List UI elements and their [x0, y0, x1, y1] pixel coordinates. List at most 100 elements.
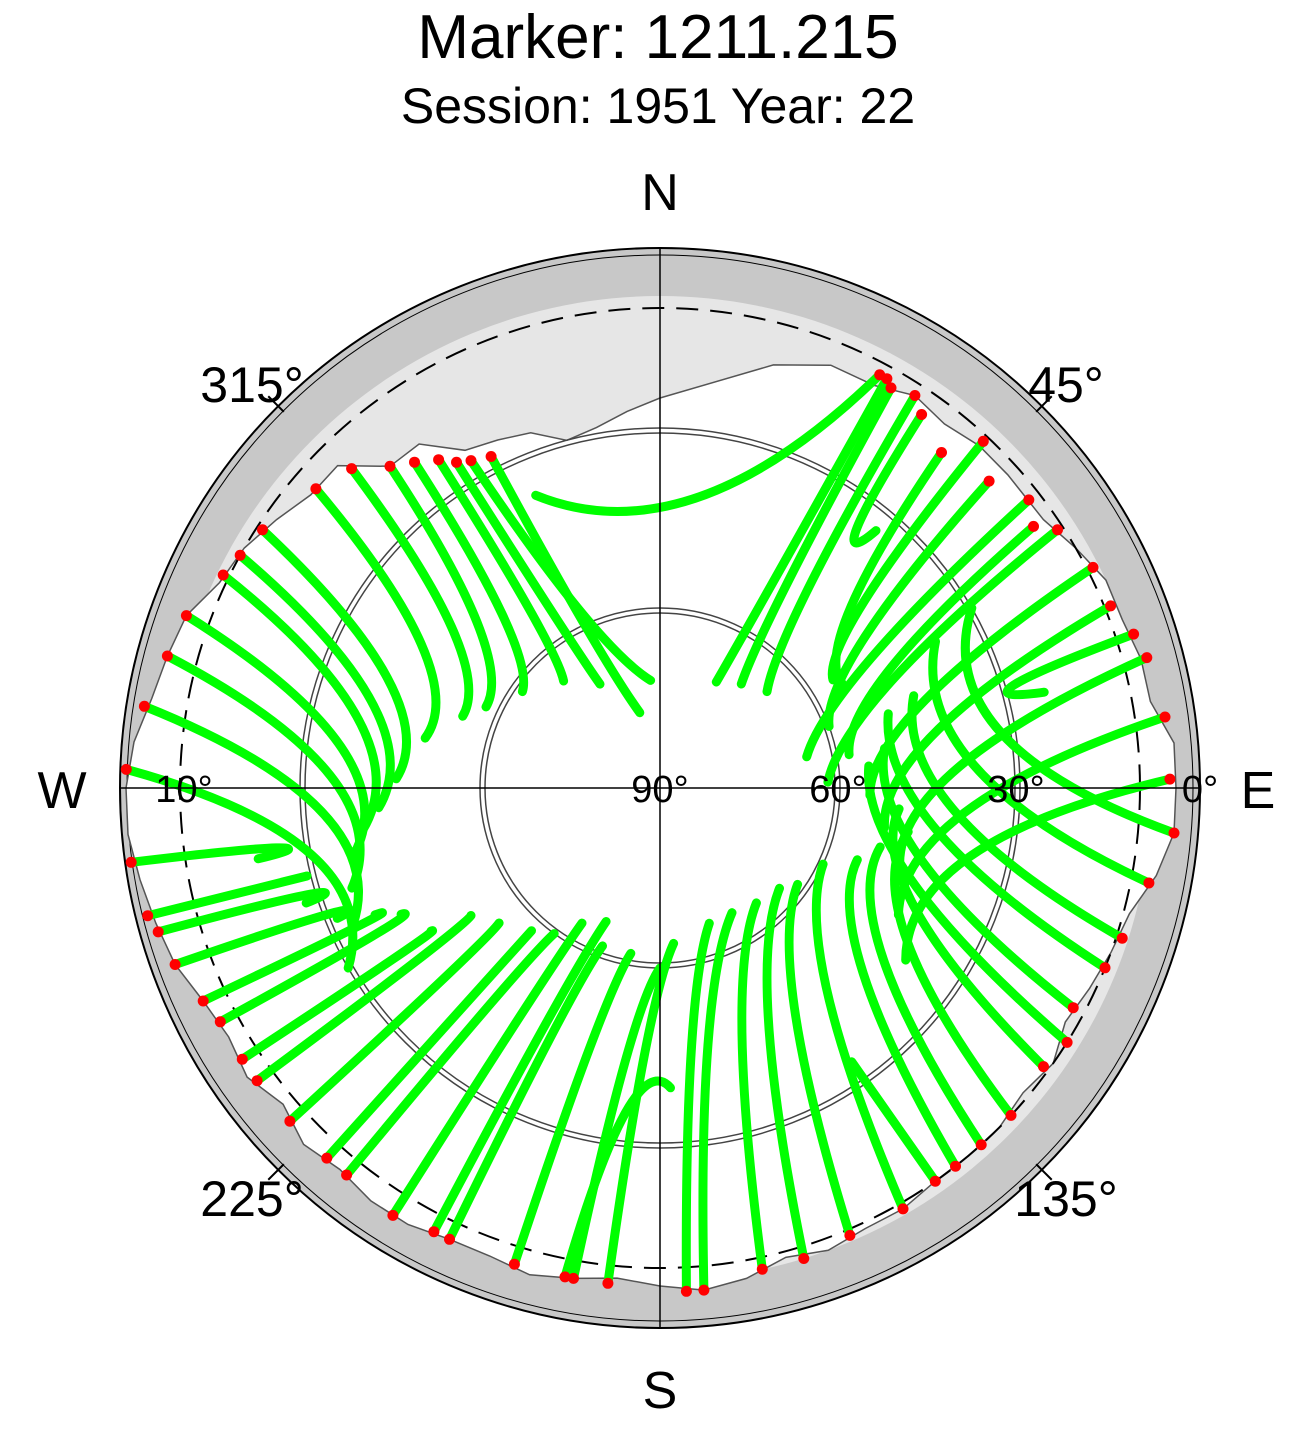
north-track-end-3 — [909, 390, 921, 401]
north-track-8 — [802, 495, 1034, 762]
south-track-end-5 — [1061, 1036, 1073, 1048]
south-track-25 — [322, 926, 536, 1163]
north-track-end-4 — [916, 409, 928, 420]
north-track-end-7 — [983, 475, 995, 487]
north-track-29 — [162, 651, 365, 893]
azimuth-tick-135 — [1035, 1163, 1053, 1181]
north-track-end-29 — [161, 650, 173, 662]
north-track-end-17 — [485, 451, 497, 462]
north-track-end-26 — [234, 549, 246, 561]
north-track-30 — [139, 701, 363, 930]
south-track-24 — [342, 929, 559, 1180]
south-track-end-19 — [559, 1271, 571, 1283]
south-track-end-3 — [1099, 962, 1111, 974]
south-track-16 — [681, 918, 714, 1296]
north-track-10 — [823, 525, 1062, 787]
north-track-end-24 — [310, 483, 322, 495]
south-track-29 — [215, 909, 410, 1027]
south-track-end-0 — [1168, 827, 1180, 839]
north-track-31 — [121, 764, 358, 973]
north-track-end-23 — [346, 463, 358, 475]
azimuth-label-45: 45° — [1028, 357, 1104, 413]
north-track-end-28 — [180, 610, 192, 622]
north-track-20 — [434, 455, 569, 686]
south-track-21 — [445, 941, 607, 1244]
north-track-end-14 — [1141, 652, 1153, 664]
south-track-15 — [698, 908, 737, 1295]
north-track-25 — [258, 525, 411, 784]
south-track-33 — [143, 871, 312, 921]
north-track-24 — [311, 484, 441, 743]
north-track-end-18 — [465, 455, 477, 467]
north-track-end-8 — [1023, 494, 1035, 506]
north-track-end-6 — [977, 435, 989, 447]
south-track-end-7 — [1005, 1109, 1017, 1121]
north-track-2 — [736, 383, 896, 689]
south-track-end-25 — [321, 1152, 333, 1164]
south-track-end-10 — [929, 1175, 941, 1187]
north-track-0 — [531, 370, 885, 516]
south-track-end-21 — [444, 1233, 455, 1245]
north-track-21 — [410, 457, 529, 697]
north-track-end-19 — [451, 456, 462, 468]
north-track-end-31 — [120, 763, 132, 775]
south-track-end-33 — [142, 910, 154, 922]
south-track-22 — [429, 917, 611, 1237]
south-track-30 — [198, 908, 387, 1006]
north-track-end-10 — [1052, 524, 1063, 536]
north-track-end-5 — [936, 447, 947, 458]
north-track-end-2 — [885, 382, 897, 394]
elevation-label-10: 10° — [155, 769, 212, 811]
south-track-end-4 — [1067, 1002, 1079, 1014]
south-track-end-29 — [214, 1016, 226, 1028]
south-track-26 — [285, 918, 504, 1126]
south-track-end-14 — [756, 1263, 768, 1275]
north-track-end-12 — [1105, 600, 1117, 612]
north-track-end-21 — [409, 456, 420, 468]
south-track-end-20 — [508, 1258, 520, 1270]
south-track-4 — [878, 743, 1078, 1013]
south-track-9 — [844, 855, 960, 1171]
south-track-14 — [737, 898, 767, 1274]
north-track-end-30 — [138, 700, 150, 712]
azimuth-label-225: 225° — [200, 1171, 303, 1227]
north-track-26 — [235, 550, 395, 813]
north-track-end-27 — [217, 569, 229, 581]
elevation-label-90: 90° — [631, 769, 688, 811]
north-track-end-1 — [881, 373, 893, 385]
azimuth-tick-225 — [267, 1163, 285, 1181]
south-track-end-22 — [428, 1226, 440, 1238]
north-track-end-20 — [433, 454, 445, 466]
south-track-end-16 — [680, 1285, 692, 1297]
north-track-1 — [711, 374, 892, 687]
south-track-end-12 — [844, 1229, 856, 1241]
elevation-label-60: 60° — [809, 769, 866, 811]
south-track-end-2 — [1116, 932, 1128, 944]
north-track-19 — [452, 457, 605, 689]
south-track-7 — [890, 827, 1016, 1120]
axis-labels: N S W E 45° 135° 225° 315° 0° 10° 30° 60… — [37, 164, 1275, 1420]
south-track-28 — [237, 926, 437, 1064]
north-track-28 — [181, 611, 370, 858]
south-track-end-32 — [152, 926, 164, 938]
south-track-end-6 — [1038, 1061, 1049, 1073]
south-track-31 — [170, 905, 355, 969]
azimuth-label-315: 315° — [200, 357, 303, 413]
north-track-end-9 — [1028, 520, 1039, 532]
north-track-18 — [466, 456, 656, 685]
south-track-12 — [784, 879, 855, 1240]
north-track-6 — [827, 436, 988, 685]
south-track-34 — [126, 843, 293, 867]
south-track-5 — [863, 761, 1072, 1047]
south-track-end-13 — [798, 1253, 810, 1264]
south-track-end-31 — [169, 959, 181, 970]
north-track-11 — [865, 562, 1098, 800]
south-track-32 — [153, 887, 330, 937]
south-track-11 — [811, 859, 908, 1214]
south-label: S — [643, 1362, 678, 1420]
track-end-markers — [120, 369, 1180, 1297]
elevation-label-0: 0° — [1182, 769, 1218, 811]
south-track-0 — [960, 603, 1179, 838]
satellite-tracks — [121, 370, 1179, 1296]
